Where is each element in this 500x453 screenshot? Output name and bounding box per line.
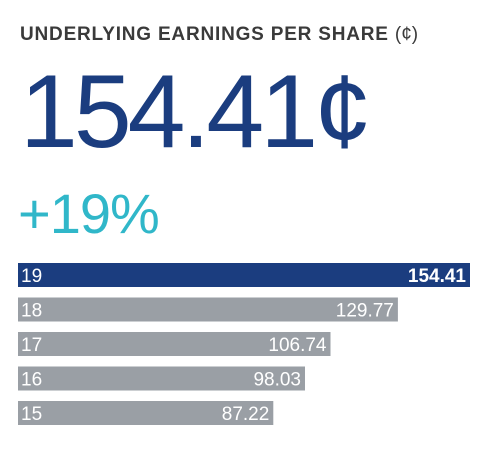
bar-value-label: 98.03	[253, 370, 301, 391]
bar-row-16: 16 98.03	[18, 366, 305, 391]
bar-row-18: 18 129.77	[18, 297, 398, 322]
chart-title-text: UNDERLYING EARNINGS PER SHARE	[20, 24, 389, 45]
chart-title-unit: (¢)	[394, 24, 419, 45]
bar-17	[18, 332, 331, 356]
bar-15	[18, 401, 274, 425]
chart-title: UNDERLYING EARNINGS PER SHARE (¢)	[20, 24, 418, 46]
bar-category-label: 18	[21, 301, 42, 322]
bar-value-label: 154.41	[408, 266, 467, 287]
bar-value-label: 106.74	[268, 335, 327, 356]
bar-row-17: 17 106.74	[18, 332, 331, 356]
bar-category-label: 17	[21, 335, 42, 356]
bar-row-15: 15 87.22	[18, 401, 274, 425]
bar-value-label: 87.22	[222, 404, 270, 425]
headline-value: 154.41¢	[20, 54, 372, 170]
headline-change: +19%	[18, 182, 160, 245]
bar-category-label: 16	[21, 370, 42, 391]
bar-category-label: 15	[21, 404, 42, 425]
bar-category-label: 19	[21, 266, 42, 287]
bar-value-label: 129.77	[336, 301, 394, 322]
bar-19	[18, 263, 470, 287]
bar-row-19: 19 154.41	[18, 263, 470, 287]
bar-16	[18, 366, 305, 391]
bar-18	[18, 297, 398, 322]
